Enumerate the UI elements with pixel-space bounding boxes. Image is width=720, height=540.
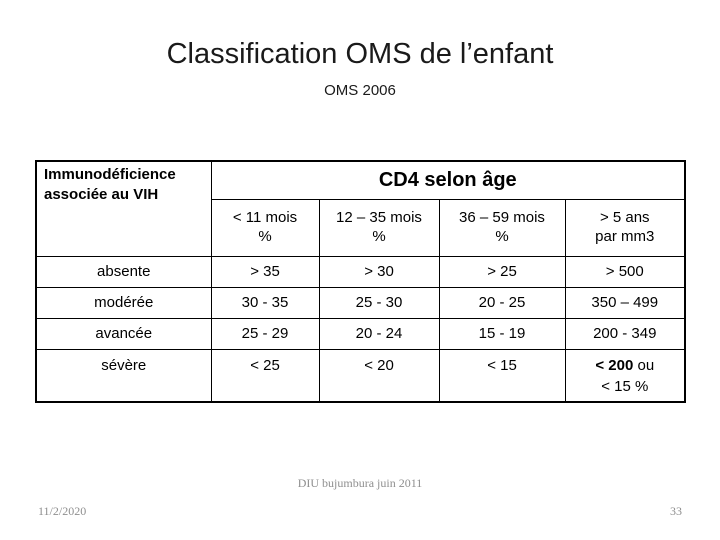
col-header-36-59-months: 36 – 59 mois % (438, 198, 566, 257)
value-cell: 20 - 25 (438, 286, 566, 319)
row-label-cell: modérée (35, 286, 212, 319)
cd4-age-header-cell: CD4 selon âge (210, 160, 686, 200)
table-row-absente: absente > 35 > 30 > 25 > 500 (35, 255, 686, 288)
col-header-line1: < 11 mois (232, 208, 298, 226)
value-cell: 15 - 19 (438, 317, 566, 350)
header-row-span: Immunodéficience associée au VIH CD4 sel… (35, 160, 686, 257)
page-title: Classification OMS de l’enfant (166, 38, 554, 70)
value-cell: 200 - 349 (564, 317, 686, 350)
value-cell: > 500 (564, 255, 686, 288)
col-header-line1: 36 – 59 mois (459, 208, 545, 226)
value-regular-part: ou (637, 356, 655, 374)
table-row-avancee: avancée 25 - 29 20 - 24 15 - 19 200 - 34… (35, 317, 686, 350)
value-cell: < 20 (318, 348, 440, 403)
classification-table: Immunodéficience associée au VIH CD4 sel… (35, 160, 687, 403)
value-cell: 25 - 29 (210, 317, 320, 350)
value-bold-part: < 200 (595, 356, 634, 374)
value-cell: 350 – 499 (564, 286, 686, 319)
col-header-over-5-years: > 5 ans par mm3 (564, 198, 686, 257)
col-header-line2: % (495, 227, 509, 245)
col-header-under-11-months: < 11 mois % (210, 198, 320, 257)
col-header-line2: % (258, 227, 272, 245)
value-cell-mixed: < 200 ou < 15 % (564, 348, 686, 403)
col-header-line1: > 5 ans (599, 208, 650, 226)
value-cell: 20 - 24 (318, 317, 440, 350)
value-cell: 30 - 35 (210, 286, 320, 319)
footer-page-number: 33 (670, 504, 682, 518)
header-row-columns: < 11 mois % 12 – 35 mois % 36 – 59 mois … (36, 198, 686, 257)
table-row-severe: sévère < 25 < 20 < 15 < 200 ou < 15 % (35, 348, 686, 403)
value-cell: > 25 (438, 255, 566, 288)
value-cell: < 15 (438, 348, 566, 403)
col-header-line1: 12 – 35 mois (336, 208, 422, 226)
col-header-line2: % (372, 227, 386, 245)
row-label-cell: avancée (35, 317, 212, 350)
value-cell: 25 - 30 (318, 286, 440, 319)
value-cell: > 30 (318, 255, 440, 288)
col-header-line2: par mm3 (595, 227, 655, 245)
footer-note: DIU bujumbura juin 2011 (297, 476, 423, 490)
value-second-line: < 15 % (601, 377, 649, 395)
row-label-cell: sévère (35, 348, 212, 403)
footer-date: 11/2/2020 (38, 504, 87, 518)
table-row-moderee: modérée 30 - 35 25 - 30 20 - 25 350 – 49… (35, 286, 686, 319)
page-subtitle: OMS 2006 (324, 82, 396, 99)
value-cell: < 25 (210, 348, 320, 403)
corner-header-cell: Immunodéficience associée au VIH (35, 160, 212, 257)
value-cell: > 35 (210, 255, 320, 288)
col-header-12-35-months: 12 – 35 mois % (318, 198, 440, 257)
row-label-cell: absente (35, 255, 212, 288)
